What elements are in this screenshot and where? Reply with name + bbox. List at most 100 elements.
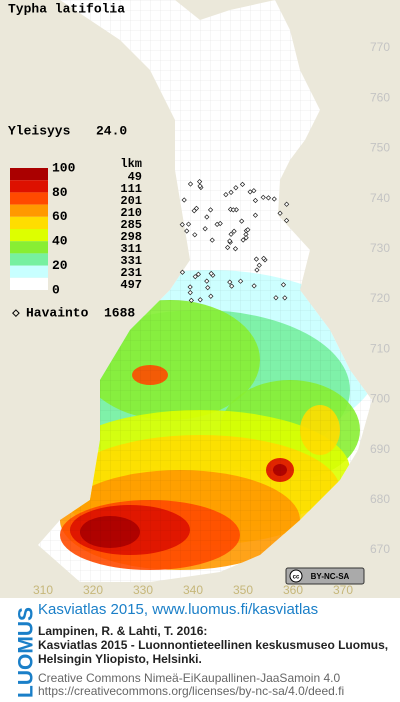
observation-dot <box>184 228 190 234</box>
legend-swatch <box>10 229 48 242</box>
legend-swatch <box>10 204 48 217</box>
observation-dot <box>243 231 249 238</box>
citation-line: Kasviatlas 2015 - Luonnontieteellinen ke… <box>38 638 388 652</box>
observation-dot <box>282 295 288 301</box>
license-line[interactable]: https://creativecommons.org/licenses/by-… <box>38 684 344 698</box>
observation-dot <box>179 222 185 228</box>
observation-dot <box>231 228 237 234</box>
observation-dot <box>239 181 246 188</box>
observation-dot <box>240 237 246 243</box>
observation-dot <box>192 232 198 238</box>
badge-text: BY-NC-SA <box>311 572 350 581</box>
cc-icon <box>289 569 303 583</box>
observation-dot <box>187 181 194 187</box>
legend-count: 201 <box>120 194 142 208</box>
observation-dot <box>209 237 215 243</box>
observation-dot <box>204 278 210 284</box>
observation-dot <box>192 274 198 280</box>
observation-count: 1688 <box>104 305 135 320</box>
observation-dot <box>193 205 200 211</box>
observation-dot <box>208 293 214 299</box>
observation-dot <box>181 197 187 203</box>
observation-dot <box>187 290 193 296</box>
x-tick-label: 350 <box>233 583 253 597</box>
observation-dot <box>271 196 277 202</box>
legend-swatch <box>10 192 48 205</box>
observation-dot <box>243 235 249 241</box>
frequency-label: Yleisyys <box>8 123 71 138</box>
legend-swatch <box>10 265 48 278</box>
observation-dot <box>251 188 257 194</box>
species-title: Typha latifolia <box>8 1 125 16</box>
observation-dot <box>283 217 290 224</box>
observation-dot <box>196 178 203 185</box>
legend-count: 285 <box>120 218 142 232</box>
y-tick-label: 750 <box>370 141 390 155</box>
y-tick-label: 770 <box>370 40 390 54</box>
citation-line: Helsingin Yliopisto, Helsinki. <box>38 652 202 666</box>
y-tick-label: 680 <box>370 492 390 506</box>
legend-count: 298 <box>120 230 142 244</box>
brand-logo: LUOMUS <box>15 607 38 698</box>
legend-scale-label: 0 <box>52 282 60 297</box>
observation-dot <box>202 226 208 232</box>
legend-count: 311 <box>120 242 142 256</box>
x-tick-label: 370 <box>333 583 353 597</box>
observation-dot <box>284 201 290 207</box>
y-tick-label: 700 <box>370 392 390 406</box>
legend-scale-label: 100 <box>52 160 76 175</box>
observation-dot <box>233 207 239 213</box>
legend-swatch <box>10 180 48 193</box>
legend-count: 231 <box>120 266 142 280</box>
observation-dot <box>197 183 203 189</box>
legend-count: 49 <box>128 170 142 184</box>
atlas-link[interactable]: Kasviatlas 2015, www.luomus.fi/kasviatla… <box>38 601 318 618</box>
license-badge: cc BY-NC-SA <box>285 567 365 585</box>
observation-dot <box>260 194 266 200</box>
badge-box <box>285 567 365 585</box>
y-tick-label: 690 <box>370 442 390 456</box>
observation-dot <box>227 279 233 285</box>
observation-dot <box>179 269 186 275</box>
observation-dot <box>247 189 253 195</box>
observation-dot <box>223 191 229 198</box>
footer-background <box>0 598 400 702</box>
observation-dot <box>251 283 257 289</box>
observation-dot <box>252 212 259 218</box>
legend-swatch <box>10 253 48 266</box>
observation-dot <box>237 278 244 284</box>
observation-dot <box>227 238 233 244</box>
observation-dot <box>239 218 245 224</box>
observation-dot <box>228 231 234 237</box>
legend-swatch <box>10 277 48 290</box>
observation-dot <box>230 207 236 213</box>
observation-dot <box>185 221 192 227</box>
legend-scale-label: 60 <box>52 209 68 224</box>
observation-dot <box>229 283 235 289</box>
observation-dot <box>280 282 287 288</box>
legend-count: 210 <box>120 206 142 220</box>
observation-dot <box>254 267 260 273</box>
frequency-value: 24.0 <box>96 123 127 138</box>
x-tick-label: 360 <box>283 583 303 597</box>
observation-dot <box>245 227 251 233</box>
y-tick-label: 740 <box>370 191 390 205</box>
observation-dot <box>252 197 259 204</box>
legend-scale-label: 20 <box>52 258 68 273</box>
x-tick-label: 310 <box>33 583 53 597</box>
observation-dot <box>277 210 283 216</box>
observation-dot <box>233 185 239 191</box>
observation-dots <box>179 178 290 303</box>
y-tick-label: 720 <box>370 291 390 305</box>
observation-dot <box>207 207 214 213</box>
x-tick-label: 320 <box>83 583 103 597</box>
observation-dot <box>205 284 211 291</box>
legend-count: 497 <box>120 278 142 292</box>
observation-dot <box>265 195 272 201</box>
observation-dot <box>228 189 234 195</box>
observation-marker: ◇ <box>12 305 20 320</box>
legend-swatch <box>10 168 48 181</box>
observation-dot <box>273 295 279 301</box>
